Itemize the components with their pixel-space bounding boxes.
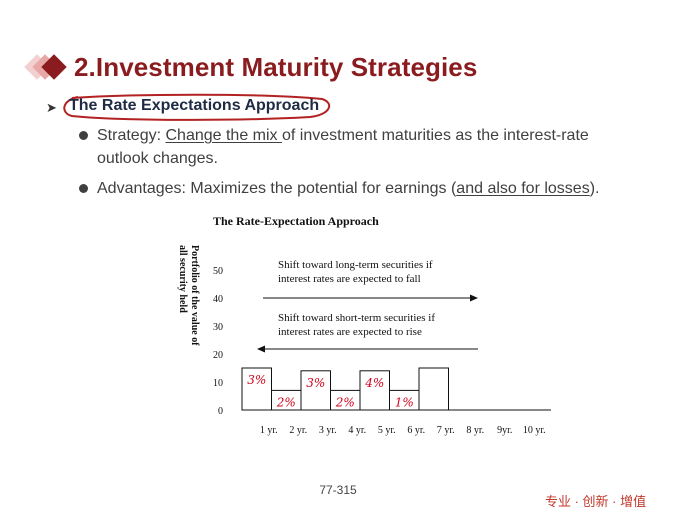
y-tick-label: 0 [218,406,223,417]
bullet-strategy-underlined: Change the mix [165,127,282,144]
slide-title: 2.Investment Maturity Strategies [74,52,478,82]
handwritten-label: 3% [247,373,266,387]
bar-1 [241,367,272,411]
x-tick-label: 7 yr. [437,425,455,436]
x-tick-labels: 1 yr. 2 yr. 3 yr. 4 yr. 5 yr. 6 yr. 7 yr. 8 yr.… [260,425,546,436]
x-tick-label: 2 yr. [289,425,307,436]
page-number: 77-315 [319,483,357,497]
bars [241,367,449,411]
bullet-strategy: Strategy: Change the mix of investment m… [97,124,637,170]
hand-drawn-circle [63,93,331,121]
y-axis-label-line1: Portfolio of the value of [189,245,200,346]
x-tick-label: 1 yr. [260,425,278,436]
rate-expectation-chart: The Rate-Expectation Approach Portfolio … [177,214,551,436]
arrow-left-head-icon [257,345,265,353]
annotation-long-line2: interest rates are expected to fall [278,273,421,285]
bullet-dot [79,131,88,140]
sub-heading: The Rate Expectations Approach [69,97,320,114]
x-tick-label: 10 yr. [523,425,546,436]
bullet-dot [79,184,88,193]
x-tick-label: 8 yr. [466,425,484,436]
x-tick-label: 3 yr. [319,425,337,436]
x-tick-label: 6 yr. [407,425,425,436]
bullet-advantages: Advantages: Maximizes the potential for … [97,177,657,200]
bullet-strategy-prefix: Strategy: [97,127,166,144]
handwritten-label: 2% [335,395,355,409]
handwritten-label: 3% [306,376,325,390]
handwritten-label: 1% [395,395,414,409]
handwritten-label: 2% [276,395,296,409]
y-tick-label: 50 [213,266,223,277]
bullet-advantages-prefix: Advantages: Maximizes the potential for … [97,180,457,197]
y-axis-label-line2: all security held [177,245,188,313]
bullet-strategy-line2: outlook changes. [97,150,218,167]
arrow-right-head-icon [470,294,478,302]
bullet-strategy-rest: of investment maturities as the interest… [282,127,589,144]
annotation-long-line1: Shift toward long-term securities if [278,259,433,271]
annotation-short-line2: interest rates are expected to rise [278,326,422,338]
annotation-short-line1: Shift toward short-term securities if [278,312,435,324]
chart-title: The Rate-Expectation Approach [213,214,379,228]
footer-brand: 专业 · 创新 · 增值 [545,494,647,509]
y-tick-label: 40 [213,294,223,305]
bullet-advantages-underlined: and also for losses [456,180,590,197]
y-tick-label: 10 [213,378,223,389]
y-tick-label: 30 [213,322,223,333]
handwritten-annotations: 3% 2% 3% 2% 4% 1% [247,373,414,409]
bar-5 [359,370,390,411]
bar-7 [418,367,449,411]
handwritten-label: 4% [364,376,384,390]
arrow-bullet-icon: ➤ [46,100,57,115]
y-tick-label: 20 [213,350,223,361]
x-tick-label: 5 yr. [378,425,396,436]
title-diamonds-icon [24,54,67,80]
x-tick-label: 4 yr. [348,425,366,436]
x-tick-label: 9yr. [497,425,512,436]
bullet-advantages-suffix: ). [589,180,600,197]
